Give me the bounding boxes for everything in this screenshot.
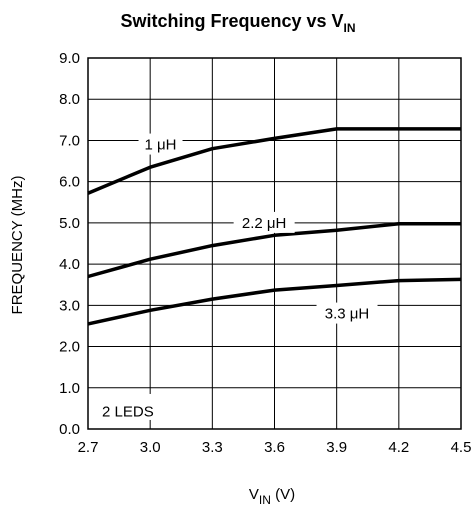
series-labels: 1 μH 2.2 μH 3.3 μH [138,133,378,324]
x-tick-label: 4.5 [451,439,472,456]
y-tick-label: 5.0 [59,215,80,232]
y-tick-label: 7.0 [59,132,80,149]
series-line-2 [87,221,461,279]
x-tick-labels: 2.7 3.0 3.3 3.6 3.9 4.2 4.5 [78,439,472,456]
y-axis-label: FREQUENCY (MHz) [9,176,26,315]
x-tick-label: 3.3 [202,439,223,456]
series-label-1: 1 μH [145,137,177,154]
y-tick-label: 6.0 [59,174,80,191]
chart-title-subscript: IN [344,21,356,35]
y-tick-label: 4.0 [59,256,80,273]
x-axis-label-subscript: IN [259,493,271,507]
x-tick-label: 3.0 [140,439,161,456]
x-tick-label: 4.2 [388,439,409,456]
y-tick-label: 2.0 [59,339,80,356]
grid-lines [87,57,462,430]
series-line-1 [87,127,461,195]
x-axis-label: VIN (V) [249,486,295,507]
y-tick-label: 1.0 [59,380,80,397]
chart-title: Switching Frequency vs VIN [120,11,355,35]
annotation-background [96,393,182,420]
y-tick-label: 8.0 [59,91,80,108]
series-line-3 [87,277,462,326]
y-tick-label: 3.0 [59,297,80,314]
x-tick-label: 3.9 [326,439,347,456]
y-tick-labels: 0.0 1.0 2.0 3.0 4.0 5.0 6.0 7.0 8.0 9.0 [59,50,80,438]
x-tick-label: 3.6 [264,439,285,456]
series-label-background [138,133,183,155]
x-tick-label: 2.7 [78,439,99,456]
x-axis-label-unit: (V) [271,486,295,503]
series-lines [87,127,462,326]
y-tick-label: 9.0 [59,50,80,67]
plot-frame [87,57,462,430]
series-label-3: 3.3 μH [325,306,370,323]
y-tick-label: 0.0 [59,421,80,438]
series-label-2: 2.2 μH [242,215,287,232]
annotation-2-leds: 2 LEDS [102,404,154,421]
series-label-background [316,302,378,324]
series-label-background [233,211,295,233]
